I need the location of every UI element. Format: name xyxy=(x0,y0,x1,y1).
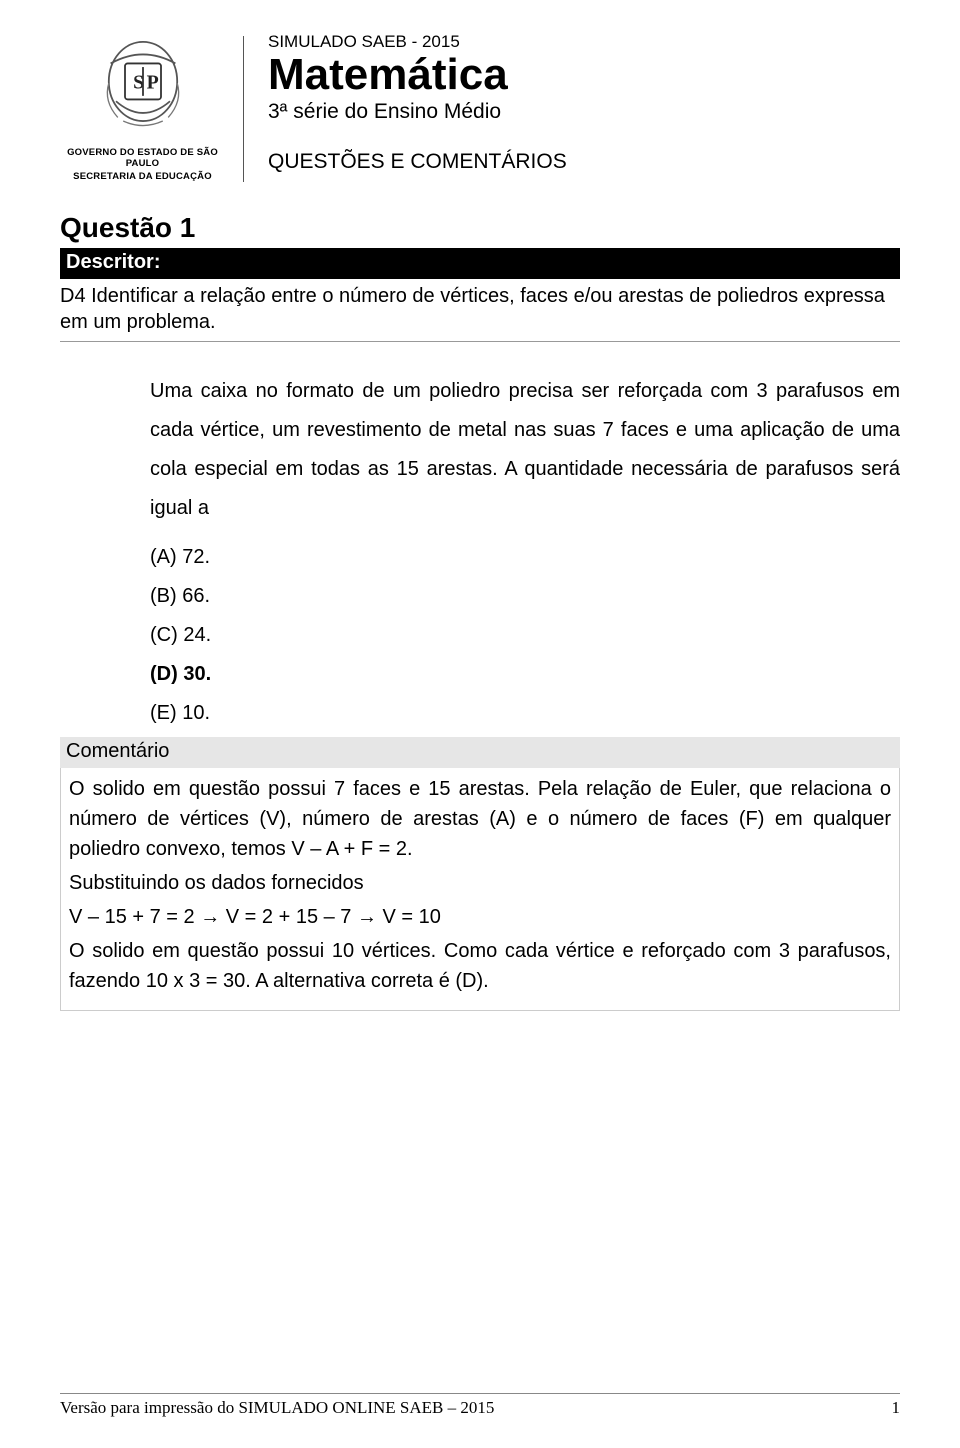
section-line: QUESTÕES E COMENTÁRIOS xyxy=(268,150,900,174)
comment-p4: O solido em questão possui 10 vértices. … xyxy=(69,936,891,996)
series-line: 3ª série do Ensino Médio xyxy=(268,100,900,124)
alt-b: (B) 66. xyxy=(150,577,900,616)
header-left: S P GOVERNO DO ESTADO DE SÃO PAULO SECRE… xyxy=(60,30,225,182)
footer: Versão para impressão do SIMULADO ONLINE… xyxy=(60,1393,900,1418)
header-divider xyxy=(243,36,244,182)
sim-line: SIMULADO SAEB - 2015 xyxy=(268,32,900,52)
comment-label: Comentário xyxy=(60,737,900,768)
state-crest-icon: S P xyxy=(98,38,188,133)
alt-d: (D) 30. xyxy=(150,655,900,694)
comment-p1: O solido em questão possui 7 faces e 15 … xyxy=(69,774,891,864)
comment-p3: V – 15 + 7 = 2 → V = 2 + 15 – 7 → V = 10 xyxy=(69,902,891,932)
alt-e: (E) 10. xyxy=(150,694,900,733)
subject-title: Matemática xyxy=(268,52,900,98)
comment-body: O solido em questão possui 7 faces e 15 … xyxy=(60,768,900,1011)
descriptor-text: D4 Identificar a relação entre o número … xyxy=(60,279,900,342)
comment-p2: Substituindo os dados fornecidos xyxy=(69,868,891,898)
gov-line-1: GOVERNO DO ESTADO DE SÃO PAULO xyxy=(60,147,225,169)
svg-text:P: P xyxy=(146,72,158,94)
alt-c: (C) 24. xyxy=(150,616,900,655)
problem-text: Uma caixa no formato de um poliedro prec… xyxy=(150,372,900,528)
gov-line-2: SECRETARIA DA EDUCAÇÃO xyxy=(73,171,212,182)
alternatives: (A) 72. (B) 66. (C) 24. (D) 30. (E) 10. xyxy=(150,538,900,733)
page: S P GOVERNO DO ESTADO DE SÃO PAULO SECRE… xyxy=(0,0,960,1041)
header: S P GOVERNO DO ESTADO DE SÃO PAULO SECRE… xyxy=(60,30,900,182)
alt-a: (A) 72. xyxy=(150,538,900,577)
descriptor-bar: Descritor: xyxy=(60,248,900,279)
question-title: Questão 1 xyxy=(60,212,900,244)
footer-text: Versão para impressão do SIMULADO ONLINE… xyxy=(60,1398,494,1418)
header-right: SIMULADO SAEB - 2015 Matemática 3ª série… xyxy=(262,30,900,174)
page-number: 1 xyxy=(892,1398,901,1418)
